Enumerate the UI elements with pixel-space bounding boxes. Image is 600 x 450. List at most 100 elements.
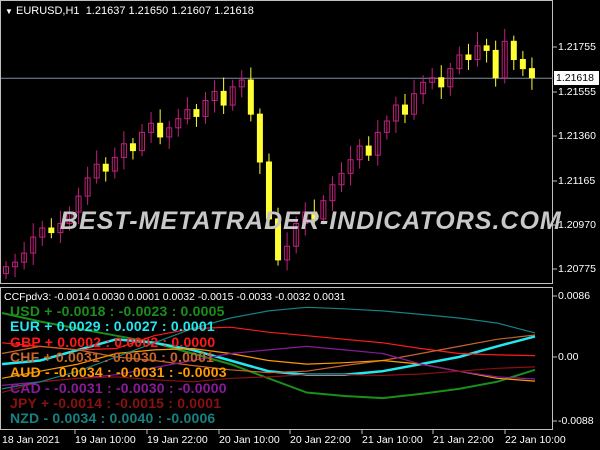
price-tick: 1.21555 (558, 86, 596, 98)
candle-body (193, 109, 200, 117)
indicator-title: CCFpdv3: -0.0014 0.0030 0.0001 0.0032 -0… (4, 291, 346, 303)
indicator-axis-tick: -0.0088 (558, 415, 594, 427)
indicator-line-jpy (1, 366, 536, 394)
candle-body (465, 54, 472, 61)
time-tick: 22 Jan 10:00 (505, 434, 566, 446)
candle-body (284, 245, 291, 261)
price-tick: 1.20775 (558, 263, 596, 275)
candle-body (211, 90, 218, 102)
time-tick: 19 Jan 22:00 (147, 434, 208, 446)
candle-body (365, 145, 372, 156)
candle-body (39, 227, 46, 238)
legend-row: GBP + 0.0002 : 0.0002 : 0.0000 (10, 333, 216, 350)
candle-body (483, 45, 490, 51)
candle-body (184, 109, 191, 120)
candle-body (528, 68, 535, 79)
candle-body (256, 113, 263, 163)
indicator-line-cad (1, 345, 536, 386)
candle-body (329, 184, 336, 202)
candle-body (30, 236, 37, 254)
candle-body (265, 161, 272, 220)
candle-body (510, 40, 517, 61)
watermark: BEST-METATRADER-INDICATORS.COM (60, 207, 562, 235)
candle-body (93, 163, 100, 179)
chart-title: ▼ EURUSD,H1 1.21637 1.21650 1.21607 1.21… (5, 5, 254, 17)
candle-body (202, 100, 209, 117)
candle-body (21, 252, 28, 263)
candle-body (302, 211, 309, 224)
candle-body (374, 131, 381, 156)
time-tick: 21 Jan 22:00 (433, 434, 494, 446)
time-tick: 19 Jan 10:00 (75, 434, 136, 446)
candle-body (411, 93, 418, 115)
candle-body (501, 40, 508, 79)
legend-row: EUR + 0.0029 : 0.0027 : 0.0001 (10, 318, 215, 335)
candle-body (311, 211, 318, 220)
price-tick: 1.21755 (558, 41, 596, 53)
candle-body (120, 143, 127, 158)
indicator-axis-tick: 0.0086 (558, 290, 591, 302)
candle-body (175, 118, 182, 129)
candle-body (247, 79, 254, 115)
candle-body (429, 77, 436, 83)
candle-body (356, 145, 363, 161)
candle-body (392, 104, 399, 122)
candle-body (157, 122, 164, 138)
price-tick: 1.21165 (558, 175, 596, 187)
candle-body (84, 177, 91, 197)
candle-body (57, 222, 64, 234)
candle-body (347, 159, 354, 174)
candle-body (139, 131, 146, 152)
legend-row: CHF + 0.0031 : 0.0030 : 0.0001 (10, 348, 215, 365)
candle-body (220, 90, 227, 106)
candle-body (474, 45, 481, 61)
price-tick: 1.21360 (558, 130, 596, 142)
legend-row: CAD - -0.0031 : -0.0030 : -0.0000 (10, 379, 227, 396)
candle-body (492, 49, 499, 79)
triangle-down-icon[interactable]: ▼ (5, 7, 13, 16)
candle-body (456, 54, 463, 70)
legend-row: USD + -0.0018 : -0.0023 : 0.0005 (10, 303, 225, 319)
candle-body (383, 120, 390, 133)
indicator-line-gbp (1, 326, 536, 357)
candle-body (229, 86, 236, 106)
candle-body (293, 222, 300, 247)
time-tick: 20 Jan 10:00 (219, 434, 280, 446)
price-chart-area[interactable] (0, 0, 553, 284)
indicator-line-chf (1, 334, 536, 374)
legend-row: AUD - -0.0034 : -0.0031 : -0.0003 (10, 364, 227, 381)
legend-row: JPY + -0.0014 : -0.0015 : 0.0001 (10, 394, 222, 411)
indicator-line-nzd (1, 306, 536, 390)
candle-body (48, 227, 55, 234)
price-tick: 1.20970 (558, 219, 596, 231)
time-tick: 20 Jan 22:00 (290, 434, 351, 446)
candle-body (12, 261, 19, 268)
candle-body (148, 122, 155, 133)
candle-body (129, 143, 136, 152)
candle-body (401, 104, 408, 115)
candle-body (275, 218, 282, 261)
candle-body (519, 59, 526, 70)
indicator-line-usd (1, 312, 536, 400)
candle-body (320, 200, 327, 220)
indicator-panel[interactable] (0, 287, 553, 430)
candle-body (166, 127, 173, 138)
indicator-axis-tick: 0.00 (558, 351, 579, 363)
candle-body (75, 195, 82, 213)
candle-body (66, 211, 73, 224)
candle-body (447, 68, 454, 88)
current-price-label: 1.21618 (554, 71, 599, 85)
time-tick: 18 Jan 2021 (2, 434, 60, 446)
candle-body (438, 77, 445, 88)
symbol-title: EURUSD,H1 (15, 5, 80, 17)
candle-body (111, 156, 118, 172)
legend-row: NZD - 0.0034 : 0.0040 : -0.0006 (10, 410, 216, 427)
candle-body (102, 163, 109, 172)
time-tick: 21 Jan 10:00 (362, 434, 423, 446)
ohlc-values: 1.21637 1.21650 1.21607 1.21618 (85, 5, 254, 17)
candle-body (3, 266, 9, 275)
candle-body (338, 172, 345, 186)
candle-body (420, 81, 427, 95)
candle-body (238, 79, 245, 88)
